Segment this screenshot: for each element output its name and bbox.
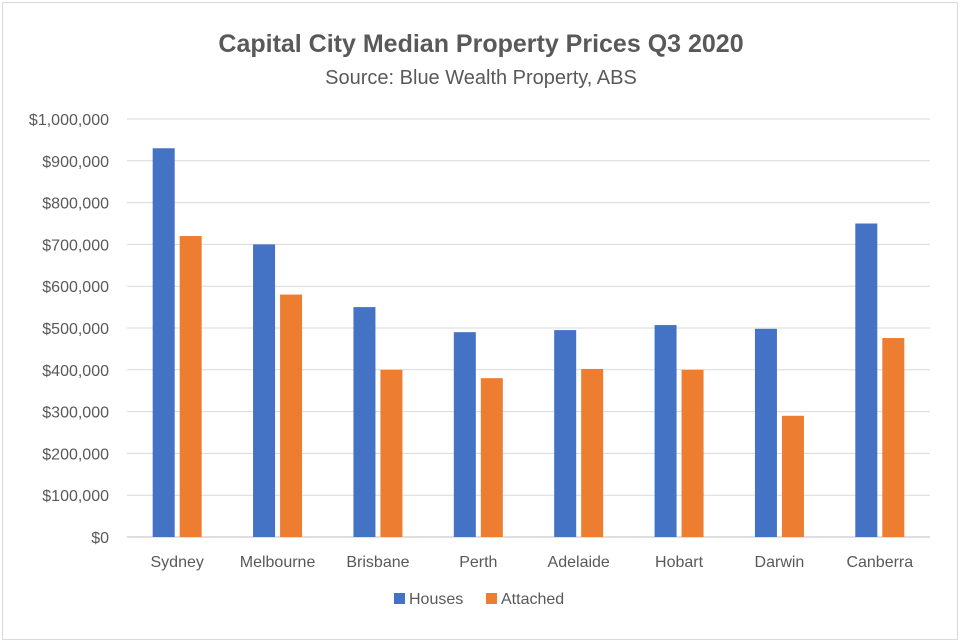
y-axis: $0 $100,000 $200,000 $300,000 $400,000 $500,0… — [29, 112, 109, 547]
bar-attached-darwin — [781, 415, 804, 537]
legend-swatch-houses — [394, 593, 405, 604]
bar-attached-canberra — [882, 338, 905, 537]
bar-houses-adelaide — [554, 330, 577, 537]
y-tick-label: $300,000 — [42, 405, 109, 422]
y-tick-label: $700,000 — [42, 237, 109, 254]
y-tick-label: $1,000,000 — [29, 112, 109, 129]
x-tick-label: Perth — [459, 554, 497, 571]
bars — [152, 148, 905, 538]
y-tick-label: $900,000 — [42, 154, 109, 171]
x-tick-label: Brisbane — [346, 554, 409, 571]
y-tick-label: $0 — [91, 530, 109, 547]
x-axis: Sydney Melbourne Brisbane Perth Adelaide Hoba… — [151, 554, 914, 571]
y-tick-label: $800,000 — [42, 196, 109, 213]
bar-houses-brisbane — [353, 307, 376, 537]
x-tick-label: Melbourne — [240, 554, 316, 571]
y-tick-label: $200,000 — [42, 446, 109, 463]
chart-subtitle: Source: Blue Wealth Property, ABS — [325, 67, 637, 89]
x-tick-label: Canberra — [846, 554, 913, 571]
bar-houses-hobart — [654, 325, 677, 537]
x-tick-label: Hobart — [655, 554, 704, 571]
chart-title: Capital City Median Property Prices Q3 2… — [218, 30, 743, 58]
bar-houses-darwin — [754, 328, 777, 537]
legend-label-attached: Attached — [501, 591, 564, 608]
bar-attached-melbourne — [280, 294, 303, 537]
bar-attached-sydney — [179, 236, 202, 538]
legend: Houses Attached — [394, 591, 564, 608]
legend-label-houses: Houses — [409, 591, 463, 608]
bar-houses-perth — [453, 332, 476, 537]
y-tick-label: $600,000 — [42, 279, 109, 296]
bar-attached-brisbane — [380, 369, 403, 537]
bar-attached-hobart — [681, 369, 704, 537]
x-tick-label: Sydney — [151, 554, 204, 571]
legend-swatch-attached — [486, 593, 497, 604]
bar-houses-melbourne — [253, 244, 276, 537]
bar-houses-sydney — [152, 148, 175, 537]
bar-attached-perth — [480, 378, 503, 537]
x-tick-label: Adelaide — [548, 554, 610, 571]
bar-attached-adelaide — [581, 368, 604, 537]
y-tick-label: $100,000 — [42, 488, 109, 505]
y-tick-label: $500,000 — [42, 321, 109, 338]
bar-houses-canberra — [855, 223, 878, 537]
x-tick-label: Darwin — [755, 554, 805, 571]
gridlines — [127, 118, 930, 538]
y-tick-label: $400,000 — [42, 363, 109, 380]
